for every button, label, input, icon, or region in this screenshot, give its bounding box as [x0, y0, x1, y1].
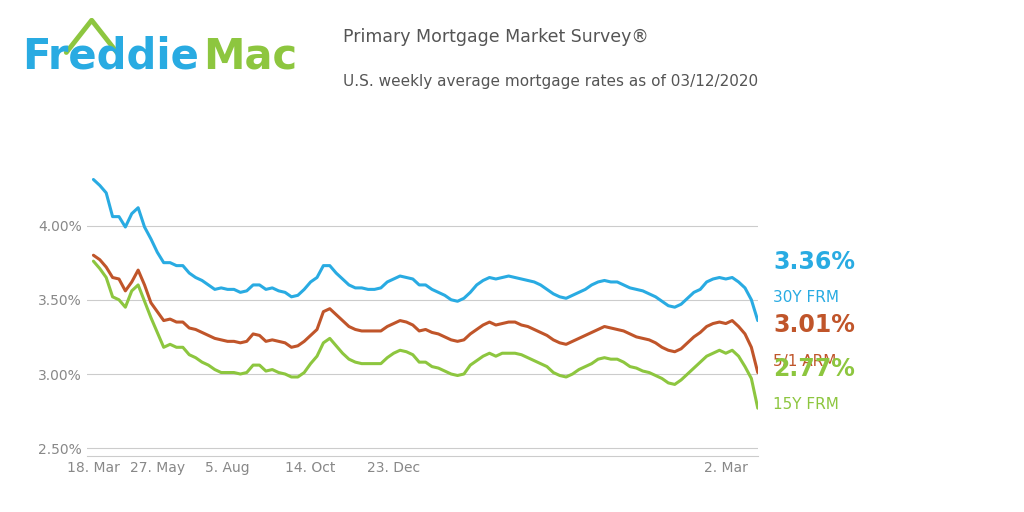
Text: 2.77%: 2.77% [773, 356, 855, 380]
Text: 3.01%: 3.01% [773, 313, 855, 337]
Text: 5/1 ARM: 5/1 ARM [773, 354, 837, 369]
Text: Freddie: Freddie [23, 36, 200, 78]
Text: U.S. weekly average mortgage rates as of 03/12/2020: U.S. weekly average mortgage rates as of… [343, 74, 758, 89]
Text: Mac: Mac [203, 36, 297, 78]
Text: Primary Mortgage Market Survey®: Primary Mortgage Market Survey® [343, 28, 649, 46]
Text: 3.36%: 3.36% [773, 250, 855, 273]
Text: 30Y FRM: 30Y FRM [773, 290, 839, 305]
Text: 15Y FRM: 15Y FRM [773, 397, 839, 412]
